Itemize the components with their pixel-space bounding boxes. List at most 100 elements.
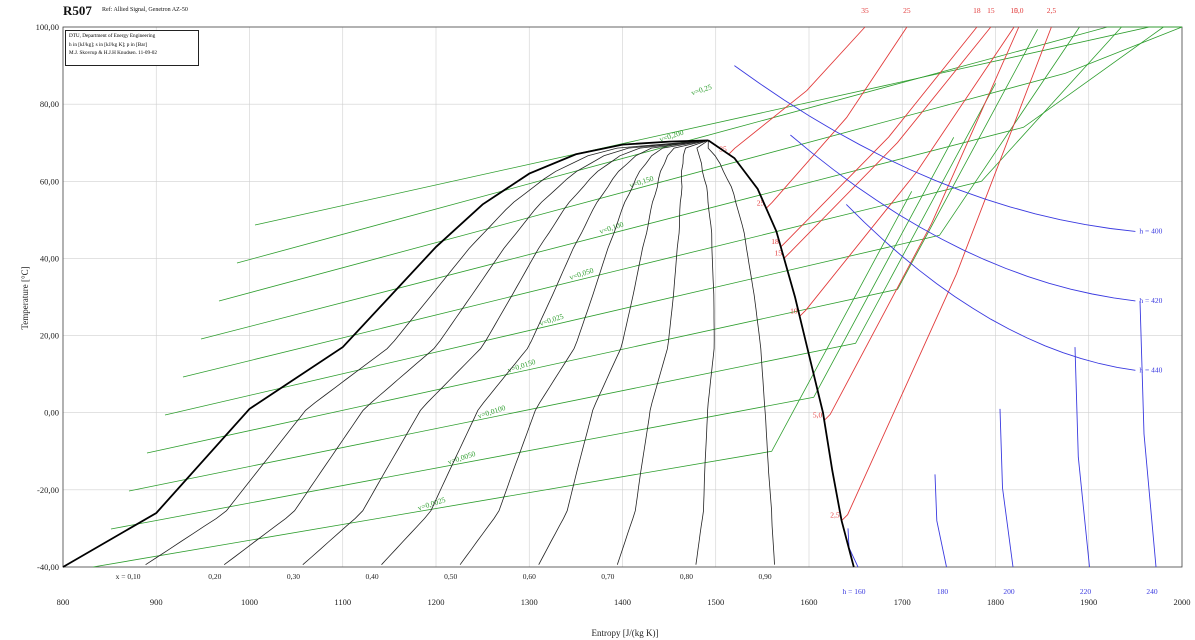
isobar-top-label: 35 <box>861 6 869 15</box>
quality-line <box>459 140 709 565</box>
isenthalp-label: 200 <box>1003 587 1015 596</box>
isobar-top-label: 18 <box>973 6 981 15</box>
quality-label: 0,50 <box>444 572 457 581</box>
isobar-label: 35 <box>719 144 727 153</box>
isochore-label: v=0,0050 <box>447 449 477 466</box>
info-line-1: DTU, Department of Energy Engineering <box>69 33 156 39</box>
isenthalp-line <box>999 408 1014 568</box>
isochore-line <box>128 83 996 492</box>
quality-label: x = 0,10 <box>116 572 141 581</box>
isobar-label: 5,0 <box>813 410 823 419</box>
quality-label: 0,60 <box>523 572 536 581</box>
isenthalp-line <box>734 65 1136 232</box>
y-tick-label: 0,00 <box>44 408 59 418</box>
isenthalp-label: h = 440 <box>1139 365 1162 374</box>
quality-line <box>695 140 715 565</box>
quality-label: 0,20 <box>208 572 221 581</box>
x-axis-label: Entropy [J/(kg K)] <box>592 628 659 638</box>
isobar-line <box>841 26 1052 522</box>
quality-line <box>145 140 709 566</box>
quality-line <box>302 140 709 566</box>
isochore-line <box>146 29 1038 454</box>
x-tick-label: 1200 <box>428 597 445 607</box>
x-tick-label: 1300 <box>521 597 538 607</box>
isochore-line <box>200 26 1164 340</box>
x-tick-label: 800 <box>57 597 70 607</box>
x-tick-label: 2000 <box>1174 597 1191 607</box>
isenthalp-line <box>1074 347 1090 568</box>
quality-line <box>616 140 709 565</box>
isobar-line <box>765 26 908 209</box>
isochore-lines: v=0,0025v=0,0050v=0,0100v=0,0150v=0,025v… <box>92 26 1183 568</box>
y-tick-label: -40,00 <box>37 562 59 572</box>
isobar-top-label: 10 <box>1010 6 1018 15</box>
isochore-line <box>164 26 1080 416</box>
y-axis-label: Temperature [°C] <box>20 266 30 329</box>
chart-grid <box>62 26 1183 568</box>
y-tick-label: 100,00 <box>36 22 59 32</box>
isenthalp-label: h = 160 <box>843 587 866 596</box>
isenthalp-label: 240 <box>1146 587 1158 596</box>
isenthalp-label: h = 420 <box>1139 296 1162 305</box>
x-tick-label: 1000 <box>241 597 258 607</box>
isobar-label: 10 <box>790 306 798 315</box>
y-tick-label: 80,00 <box>40 99 59 109</box>
saturation-dome <box>62 139 855 568</box>
isobar-top-label: 2,5 <box>1047 6 1057 15</box>
isobar-label: 15 <box>775 248 783 257</box>
isobar-line <box>823 26 1020 421</box>
info-box: DTU, Department of Energy Engineering h … <box>65 30 199 66</box>
isochore-line <box>110 137 955 530</box>
isenthalp-label: 220 <box>1080 587 1092 596</box>
quality-line <box>707 140 775 565</box>
isobar-top-label: 25 <box>903 6 911 15</box>
isenthalp-line <box>1139 300 1157 568</box>
x-tick-label: 1500 <box>707 597 724 607</box>
isobar-line <box>780 26 978 248</box>
isochore-line <box>218 26 1183 302</box>
chart-subtitle: Ref: Allied Signal, Genetron AZ-50 <box>102 7 188 13</box>
x-tick-label: 1600 <box>801 597 818 607</box>
y-tick-label: 40,00 <box>40 253 59 263</box>
isochore-line <box>182 26 1122 378</box>
saturation-vapor-line <box>707 139 855 568</box>
quality-label: 0,90 <box>759 572 772 581</box>
x-tick-label: 1800 <box>987 597 1004 607</box>
quality-line <box>223 140 709 566</box>
isenthalp-line <box>934 474 947 568</box>
y-tick-label: -20,00 <box>37 485 59 495</box>
isobar-top-label: 15 <box>987 6 995 15</box>
x-tick-label: 1700 <box>894 597 911 607</box>
isochore-line <box>92 191 913 568</box>
x-tick-label: 1100 <box>334 597 351 607</box>
isobar-line <box>783 26 992 259</box>
isochore-label: v=0,0150 <box>507 357 537 374</box>
isochore-line <box>254 26 1182 226</box>
plot-frame <box>62 26 1183 568</box>
x-tick-label: 1400 <box>614 597 631 607</box>
quality-line <box>538 140 709 565</box>
quality-label: 0,40 <box>365 572 378 581</box>
isenthalp-line <box>790 134 1136 302</box>
quality-line <box>381 140 709 565</box>
isobar-line <box>799 26 1015 317</box>
saturation-liquid-line <box>62 139 709 568</box>
isobar-line <box>728 26 866 155</box>
isobar-label: 18 <box>771 237 779 246</box>
isenthalp-lines: h = 160180200220240260280300320340h = 36… <box>734 65 1163 596</box>
y-tick-label: 60,00 <box>40 176 59 186</box>
x-tick-label: 1900 <box>1080 597 1097 607</box>
info-line-3: M.J. Skovrup & H.J.H Knudsen. 11-09-02 <box>69 50 157 56</box>
quality-lines: x = 0,10 0,20 0,30 0,40 0,50 0,60 0,70 0,80 0,90 <box>116 140 775 581</box>
isenthalp-line <box>845 204 1136 371</box>
isobar-label: 25 <box>757 198 765 207</box>
y-tick-label: 20,00 <box>40 331 59 341</box>
quality-label: 0,70 <box>601 572 614 581</box>
isochore-line <box>236 26 1182 264</box>
info-line-2: h in [kJ/kg]; s in [kJ/kg K]; p in [Bar] <box>69 41 147 48</box>
isenthalp-label: h = 400 <box>1139 226 1162 235</box>
quality-label: 0,80 <box>680 572 693 581</box>
isenthalp-label: 180 <box>937 587 949 596</box>
